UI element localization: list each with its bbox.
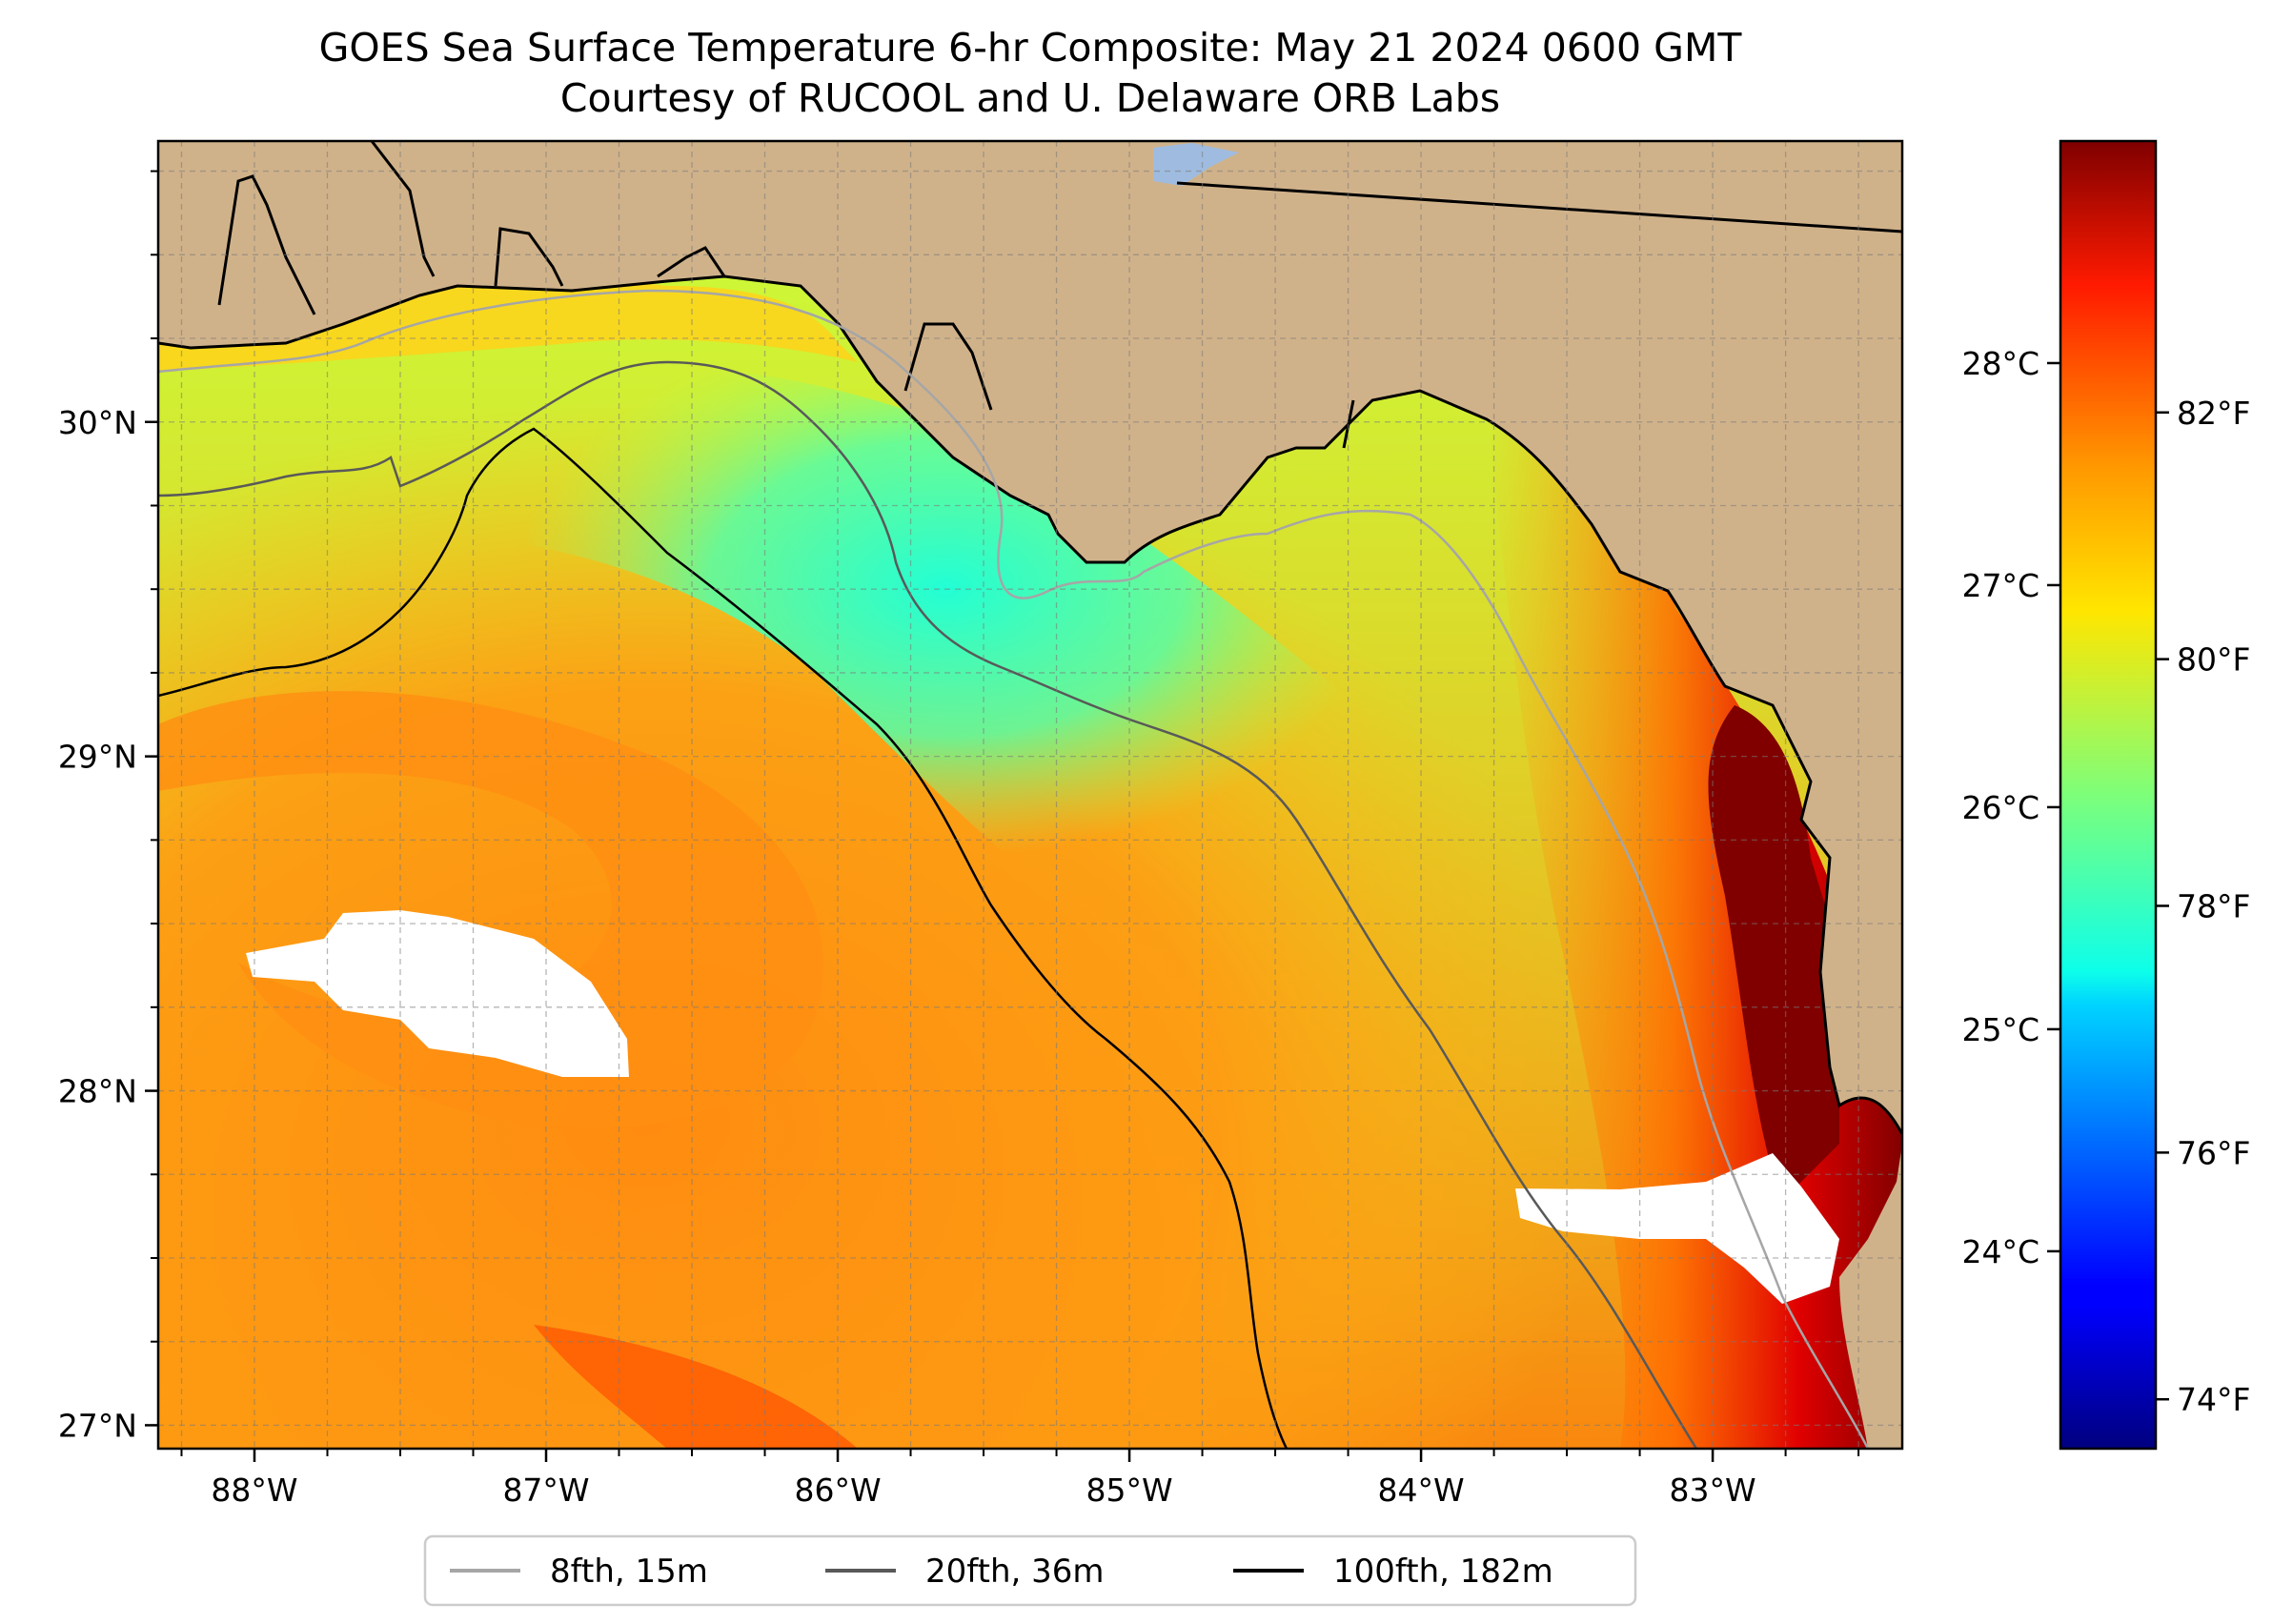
lon-tick-label: 84°W <box>1378 1472 1465 1509</box>
sst-orange-swirl <box>158 691 823 1129</box>
lat-tick-label: 28°N <box>58 1073 137 1110</box>
colorbar-celsius-label: 27°C <box>1961 567 2039 604</box>
sst-map <box>158 141 1902 1449</box>
colorbar-celsius-label: 25°C <box>1961 1011 2039 1048</box>
cloud-mask-east <box>1515 1153 1839 1304</box>
legend-label: 8fth, 15m <box>550 1553 708 1591</box>
colorbar-fahrenheit-label: 82°F <box>2177 395 2250 432</box>
contour-legend: 8fth, 15m 20fth, 36m 100fth, 182m <box>423 1534 1637 1607</box>
contour-8fth-15m <box>158 289 1870 1449</box>
map-ticks: 88°W 87°W 86°W 85°W 84°W 83°W 30°N 29°N 28°N 27°N <box>58 170 1860 1509</box>
lon-tick-label: 88°W <box>211 1472 297 1509</box>
lat-tick-label: 29°N <box>58 739 137 776</box>
sst-cool-shelf <box>379 364 1409 1004</box>
map-title: GOES Sea Surface Temperature 6-hr Compos… <box>319 25 1743 71</box>
map-frame <box>156 139 1904 1451</box>
land-north <box>158 141 1902 1449</box>
colorbar-celsius-label: 28°C <box>1961 345 2039 382</box>
colorbar-fahrenheit-label: 76°F <box>2177 1134 2250 1171</box>
colorbar-celsius-label: 26°C <box>1961 789 2039 826</box>
lon-tick-label: 86°W <box>794 1472 881 1509</box>
water-body <box>1153 143 1239 186</box>
lat-tick-label: 30°N <box>58 404 137 441</box>
map-subtitle: Courtesy of RUCOOL and U. Delaware ORB L… <box>560 75 1500 121</box>
sst-dark-red-coast <box>1708 705 1839 1201</box>
legend-label: 100fth, 182m <box>1333 1553 1553 1591</box>
coastline-bays <box>217 174 1355 449</box>
legend-box <box>423 1534 1637 1607</box>
colorbar-fahrenheit-label: 74°F <box>2177 1381 2250 1418</box>
colorbar-fahrenheit-label: 80°F <box>2177 641 2250 679</box>
colorbar-celsius-ticks: 28°C 27°C 26°C 25°C 24°C <box>1961 345 2060 1270</box>
map-gridlines <box>158 141 1902 1449</box>
colorbar-fahrenheit-ticks: 82°F 80°F 78°F 76°F 74°F <box>2156 395 2250 1418</box>
lon-tick-label: 83°W <box>1670 1472 1756 1509</box>
cloud-mask-west <box>246 910 629 1077</box>
lon-tick-label: 85°W <box>1086 1472 1172 1509</box>
colorbar-celsius-label: 24°C <box>1961 1233 2039 1270</box>
colorbar-bar <box>2059 139 2158 1451</box>
lat-tick-label: 27°N <box>58 1407 137 1444</box>
contour-20fth-36m <box>158 360 1698 1449</box>
legend-label: 20fth, 36m <box>925 1553 1105 1591</box>
contour-100fth-182m <box>158 427 1289 1449</box>
colorbar-fahrenheit-label: 78°F <box>2177 887 2250 924</box>
colorbar: 28°C 27°C 26°C 25°C 24°C 82°F 80°F 78°F 76°F 74°… <box>1961 139 2250 1451</box>
sst-red-band <box>534 1325 858 1449</box>
lon-tick-label: 87°W <box>502 1472 589 1509</box>
state-border <box>370 141 1902 277</box>
